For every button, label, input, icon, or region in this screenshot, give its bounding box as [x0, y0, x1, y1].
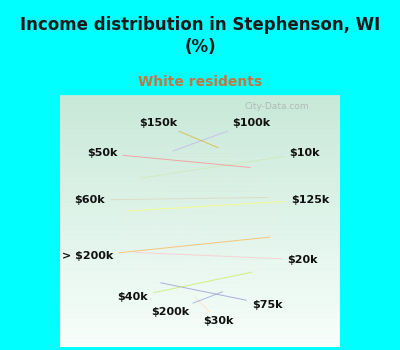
Wedge shape — [200, 144, 241, 220]
Wedge shape — [144, 144, 200, 220]
Wedge shape — [131, 168, 200, 220]
Text: White residents: White residents — [138, 75, 262, 89]
Text: $75k: $75k — [161, 283, 282, 309]
Text: $20k: $20k — [135, 252, 318, 265]
Wedge shape — [124, 188, 200, 235]
Wedge shape — [200, 216, 276, 257]
Text: City-Data.com: City-Data.com — [244, 102, 309, 111]
Text: $125k: $125k — [129, 195, 329, 211]
Wedge shape — [200, 220, 267, 285]
Text: $10k: $10k — [141, 148, 320, 178]
Wedge shape — [200, 220, 241, 296]
Wedge shape — [200, 156, 265, 220]
Text: $30k: $30k — [195, 297, 234, 326]
Wedge shape — [125, 220, 200, 269]
Text: $200k: $200k — [151, 292, 223, 317]
Text: $50k: $50k — [87, 148, 250, 167]
Wedge shape — [141, 220, 200, 293]
Text: Income distribution in Stephenson, WI
(%): Income distribution in Stephenson, WI (%… — [20, 16, 380, 56]
Wedge shape — [200, 180, 276, 220]
Text: $100k: $100k — [173, 118, 270, 151]
Wedge shape — [176, 220, 210, 297]
Text: $150k: $150k — [139, 118, 218, 148]
Text: $40k: $40k — [118, 272, 252, 302]
Text: > $200k: > $200k — [62, 237, 270, 261]
Text: $60k: $60k — [74, 195, 268, 205]
